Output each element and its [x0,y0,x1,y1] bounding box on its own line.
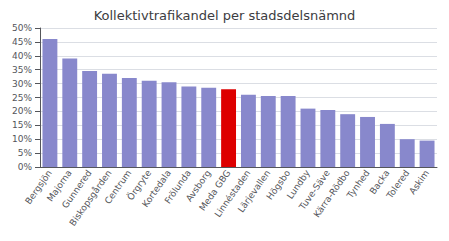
svg-text:Tynhed: Tynhed [344,168,371,201]
svg-text:25%: 25% [12,93,32,103]
svg-text:Bergsjön: Bergsjön [23,168,54,207]
svg-text:Lärjevallen: Lärjevallen [235,168,273,215]
svg-text:Högsbo: Högsbo [264,168,293,202]
svg-text:Backa: Backa [367,168,392,197]
svg-text:50%: 50% [12,23,32,33]
svg-text:Meda GBG: Meda GBG [197,168,233,213]
svg-text:Kärra-Rödbo: Kärra-Rödbo [311,168,352,220]
svg-text:Lundby: Lundby [284,168,313,201]
svg-text:40%: 40% [12,51,32,61]
svg-text:15%: 15% [12,120,32,130]
svg-text:35%: 35% [12,65,32,75]
svg-text:Kortedala: Kortedala [140,168,174,210]
svg-text:0%: 0% [18,162,33,172]
svg-text:Tolered: Tolered [384,168,411,201]
svg-text:5%: 5% [18,148,33,158]
svg-text:Örgryte: Örgryte [125,168,154,203]
svg-text:Kollektivtrafikandel per stads: Kollektivtrafikandel per stadsdelsnämnd [94,8,356,23]
svg-text:Centrum: Centrum [103,168,134,206]
svg-text:10%: 10% [12,134,32,144]
svg-text:20%: 20% [12,106,32,116]
svg-text:Avsborg: Avsborg [183,168,213,204]
svg-text:Frölunda: Frölunda [162,168,193,206]
svg-text:Gunnered: Gunnered [60,168,94,211]
svg-text:Majorna: Majorna [45,168,74,204]
svg-text:Biskopsgården: Biskopsgården [67,168,114,228]
svg-text:45%: 45% [12,37,32,47]
svg-text:30%: 30% [12,79,32,89]
svg-text:Linnéstaden: Linnéstaden [212,168,253,219]
svg-text:Tuve-Säve: Tuve-Säve [297,168,332,212]
svg-text:Askim: Askim [407,168,431,196]
